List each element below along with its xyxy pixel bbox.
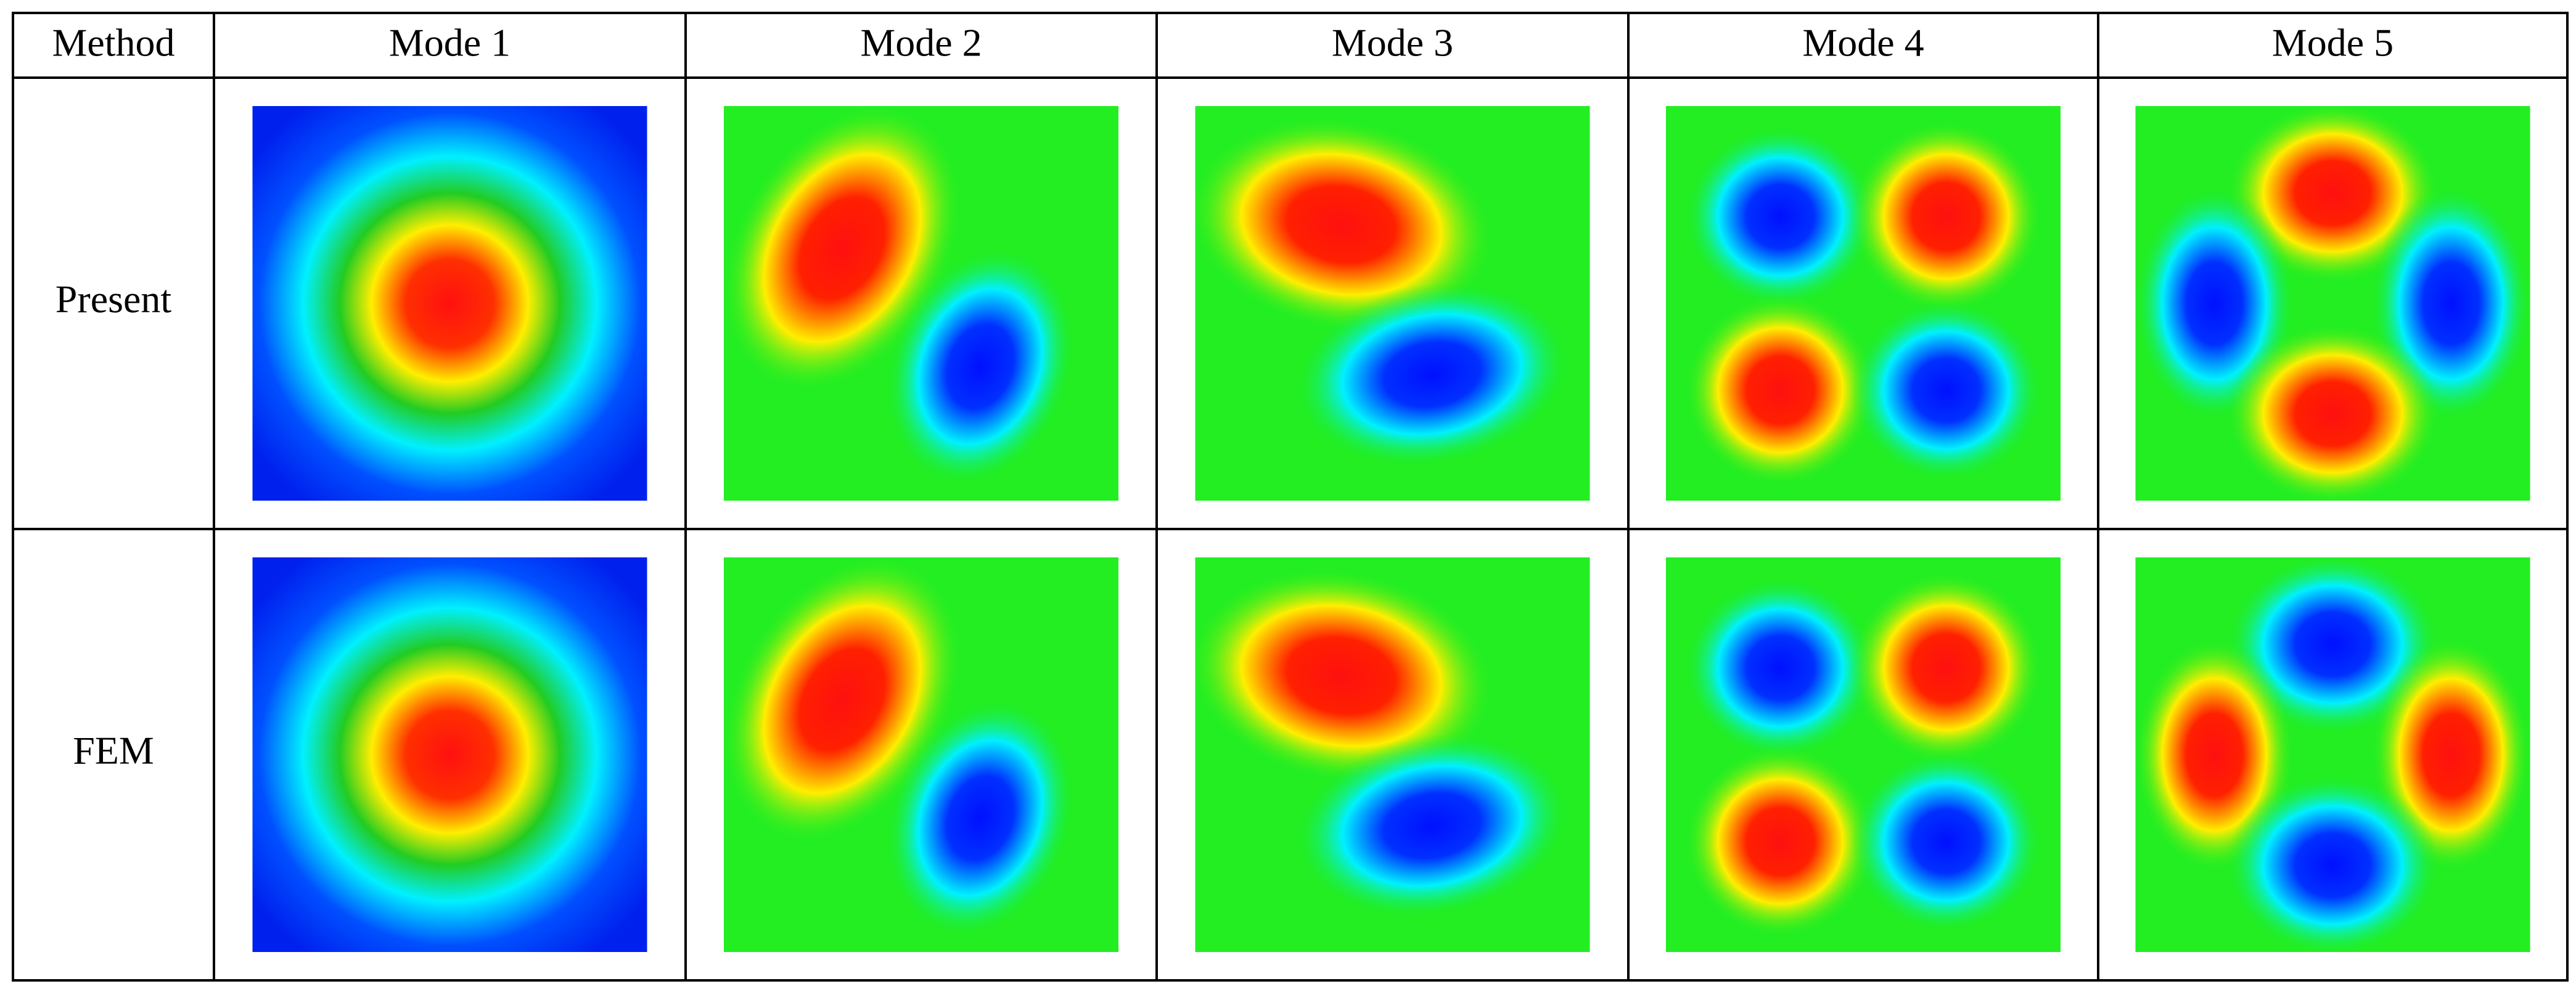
cold-lobe bbox=[885, 699, 1075, 937]
column-header: Mode 5 bbox=[2272, 21, 2393, 65]
hot-lobe bbox=[1850, 572, 2042, 764]
column-header: Mode 2 bbox=[860, 21, 982, 65]
cold-lobe bbox=[885, 247, 1075, 486]
mode-shape-image bbox=[1195, 106, 1590, 501]
mode-shape-field bbox=[2135, 557, 2530, 952]
column-header: Mode 3 bbox=[1332, 21, 1453, 65]
mode-shape-image bbox=[2135, 106, 2530, 501]
field-rings bbox=[252, 557, 647, 952]
column-header: Mode 1 bbox=[389, 21, 511, 65]
mode-shape-field bbox=[2135, 106, 2530, 501]
column-header: Mode 4 bbox=[1802, 21, 1924, 65]
mode-shape-image bbox=[252, 106, 647, 501]
mode-shape-image bbox=[252, 557, 647, 952]
mode-shape-image bbox=[1666, 557, 2061, 952]
row-label: Present bbox=[55, 277, 172, 321]
row-label: FEM bbox=[73, 729, 154, 773]
column-header: Method bbox=[52, 21, 174, 65]
mode-shape-field bbox=[1195, 106, 1590, 501]
mode-shape-field bbox=[1195, 557, 1590, 952]
hot-lobe bbox=[1850, 120, 2042, 313]
table-border bbox=[12, 12, 2569, 982]
mode-shape-image bbox=[1666, 106, 2061, 501]
cold-lobe bbox=[1850, 750, 2042, 932]
hot-lobe bbox=[2226, 323, 2440, 501]
hot-lobe bbox=[1195, 567, 1495, 784]
cold-lobe bbox=[1850, 299, 2042, 481]
hot-lobe bbox=[1684, 745, 1877, 938]
mode-shape-field bbox=[1666, 557, 2061, 952]
mode-shape-field bbox=[252, 106, 647, 501]
mode-shape-image bbox=[2135, 557, 2530, 952]
cold-lobe bbox=[2226, 774, 2440, 952]
cold-lobe bbox=[1684, 577, 1877, 759]
mode-shape-field bbox=[724, 557, 1118, 952]
cold-lobe bbox=[1294, 733, 1570, 919]
field-rings bbox=[252, 106, 647, 501]
mode-shape-image bbox=[724, 106, 1118, 501]
mode-shape-field bbox=[252, 557, 647, 952]
mode-shape-image bbox=[724, 557, 1118, 952]
table-rules bbox=[12, 12, 2569, 982]
hot-lobe bbox=[1684, 294, 1877, 486]
cold-lobe bbox=[1684, 126, 1877, 308]
mode-shape-image bbox=[1195, 557, 1590, 952]
cold-lobe bbox=[1294, 282, 1570, 467]
hot-lobe bbox=[1195, 116, 1495, 333]
mode-shape-field bbox=[724, 106, 1118, 501]
mode-shape-field bbox=[1666, 106, 2061, 501]
